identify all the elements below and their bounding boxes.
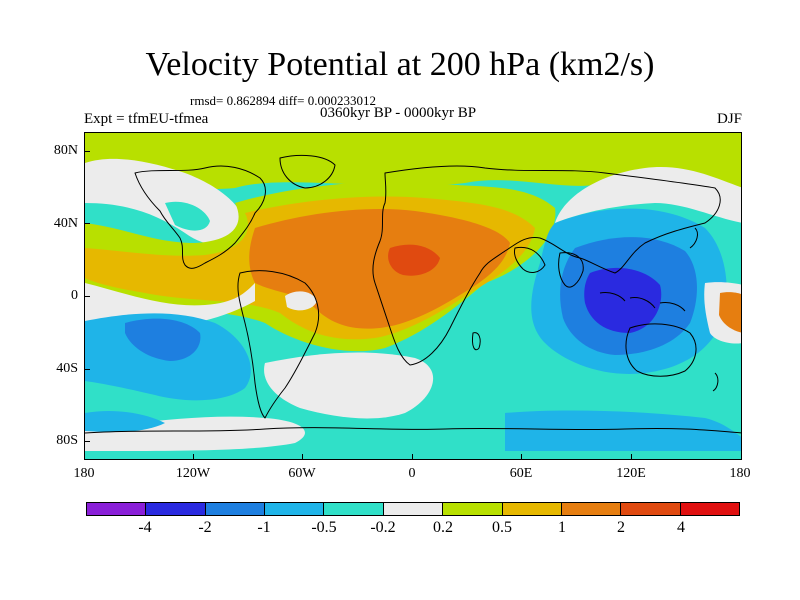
colorbar-label: -0.5: [311, 519, 337, 536]
lat-label-40s: 40S: [56, 361, 78, 376]
colorbar-label: 0.2: [433, 519, 453, 536]
colorbar-swatch: [146, 503, 206, 515]
lat-tick: [84, 151, 90, 152]
coastline-madagascar: [472, 332, 481, 351]
period-label: 0360kyr BP - 0000kyr BP: [320, 105, 477, 121]
colorbar-label: -4: [138, 519, 152, 536]
lon-tick: [521, 454, 522, 460]
colorbar-swatch: [621, 503, 681, 515]
lat-label-0: 0: [71, 288, 78, 303]
lon-label-120w: 120W: [175, 466, 211, 481]
colorbar-swatch: [87, 503, 147, 515]
lon-label-180w: 180: [73, 466, 95, 481]
lon-label-120e: 120E: [616, 466, 646, 481]
colorbar-label: 0.5: [492, 519, 512, 536]
coastline-arabia: [514, 246, 546, 273]
lon-tick: [412, 454, 413, 460]
lat-tick: [84, 441, 90, 442]
map-title: Velocity Potential at 200 hPa (km2/s): [145, 46, 655, 83]
lon-label-0: 0: [408, 466, 416, 481]
lat-label-80n: 80N: [53, 143, 78, 158]
field-southern-gray: [264, 352, 434, 419]
lat-tick: [84, 223, 90, 224]
lon-tick: [302, 454, 303, 460]
experiment-label: Expt = tfmEU-tfmea: [84, 111, 209, 127]
colorbar-swatch: [561, 503, 622, 515]
lon-label-60w: 60W: [288, 466, 316, 481]
lat-label-40n: 40N: [53, 216, 78, 231]
coastlines: [85, 154, 741, 434]
lat-label-80s: 80S: [56, 433, 78, 448]
field-southern-blue: [505, 410, 741, 451]
colorbar-swatch: [680, 503, 739, 515]
lon-tick: [193, 454, 194, 460]
season-label: DJF: [716, 111, 742, 127]
lon-label-60e: 60E: [509, 466, 533, 481]
field-east-gray-north: [555, 167, 741, 223]
colorbar-swatch: [502, 503, 562, 515]
colorbar-label: 2: [617, 519, 625, 536]
coastline-south-america: [237, 270, 320, 419]
lat-tick: [84, 296, 90, 297]
field-africa-red: [388, 244, 440, 276]
coastline-japan: [689, 227, 698, 249]
coastline-north-america: [134, 165, 266, 269]
lon-tick: [631, 454, 632, 460]
coastline-antarctica: [85, 427, 741, 434]
colorbar-label: -1: [257, 519, 271, 536]
field-amazon-gray: [285, 291, 317, 311]
map-panel: [84, 132, 742, 460]
colorbar-swatch: [383, 503, 444, 515]
field-maritime-darkblue: [584, 267, 662, 333]
field-arctic-band: [85, 133, 741, 190]
colorbar-swatch: [324, 503, 384, 515]
colorbar-label: -0.2: [370, 519, 396, 536]
coastline-australia: [625, 323, 697, 377]
colorbar-label: 4: [677, 519, 685, 536]
field-date-line-orange: [719, 292, 741, 333]
lat-tick: [84, 369, 90, 370]
field-north-pacific-cyan: [165, 201, 210, 231]
coastline-india: [558, 252, 584, 288]
coastline-indonesia: [599, 292, 686, 312]
coastline-greenland: [279, 154, 336, 189]
colorbar-swatch: [205, 503, 266, 515]
stats-label: rmsd= 0.862894 diff= 0.000233012: [190, 93, 376, 108]
colorbar: [86, 502, 740, 516]
coastline-eurasia-africa: [372, 165, 721, 366]
colorbar-label: 1: [558, 519, 566, 536]
field-antarctic-lightblue: [85, 411, 165, 433]
field-south-pacific-blue: [125, 318, 201, 361]
lon-label-180e: 180: [729, 466, 751, 481]
velocity-potential-map: [85, 133, 741, 459]
colorbar-swatch: [443, 503, 503, 515]
colorbar-swatch: [265, 503, 325, 515]
colorbar-label: -2: [198, 519, 212, 536]
coastline-new-zealand: [712, 372, 719, 392]
